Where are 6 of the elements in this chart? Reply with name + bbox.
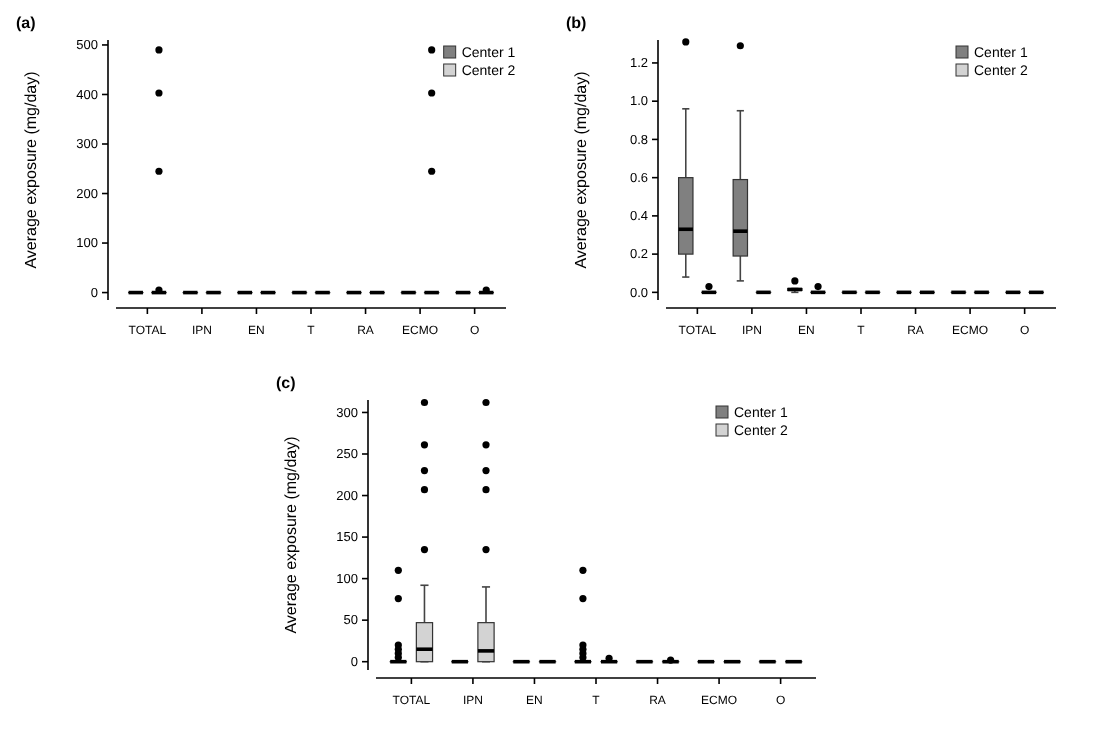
y-axis-title: Average exposure (mg/day)	[22, 70, 40, 269]
y-axis-title: Average exposure (mg/day)	[282, 435, 300, 634]
chart-title: (a)	[16, 14, 37, 32]
chart-title: (c)	[276, 374, 297, 392]
y-axis-title: Average exposure (mg/day)	[572, 70, 590, 269]
chart-title: (b)	[566, 14, 588, 32]
